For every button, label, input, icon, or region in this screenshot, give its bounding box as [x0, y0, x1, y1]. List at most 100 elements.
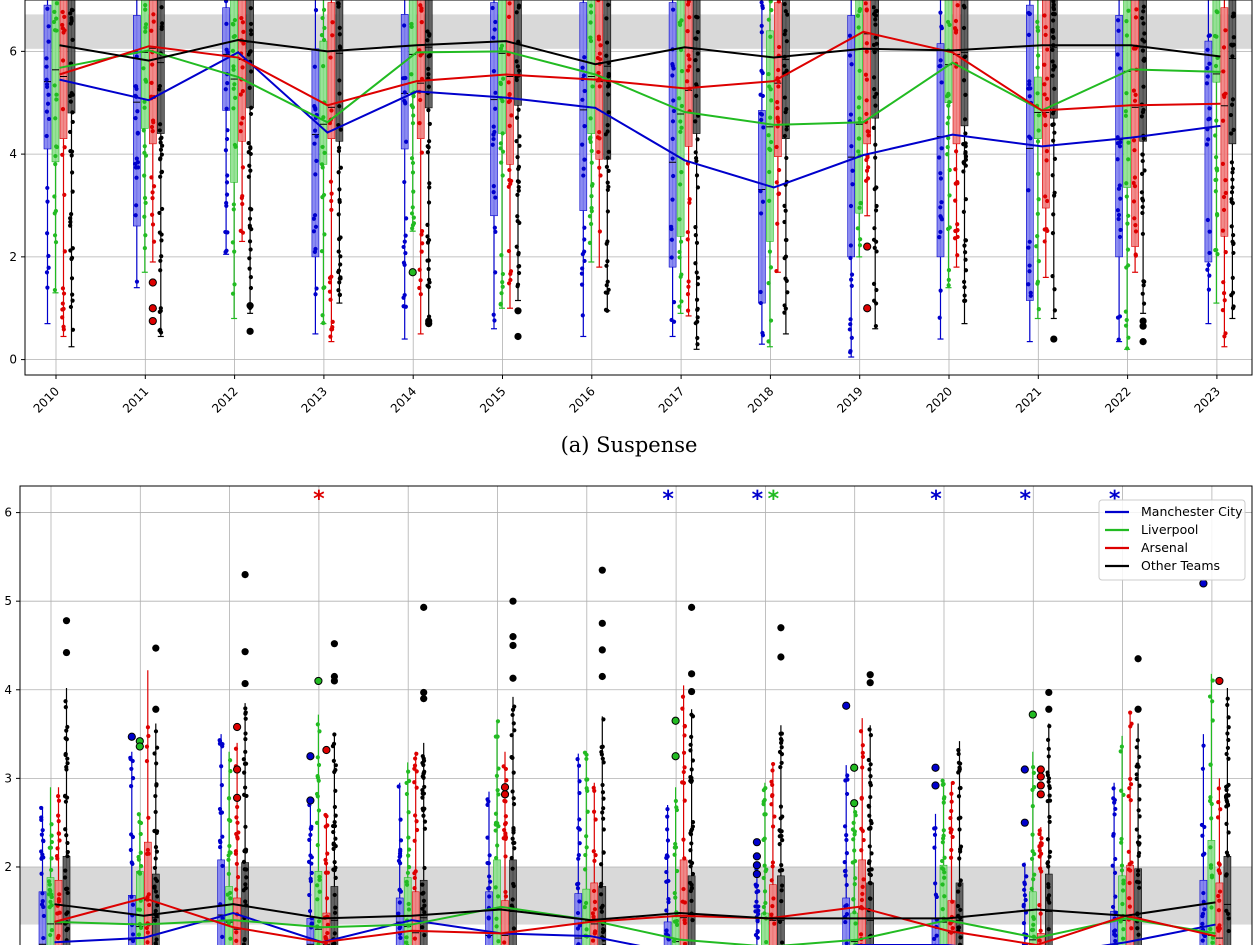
data-point	[1045, 895, 1051, 901]
data-point	[1116, 337, 1121, 342]
data-point	[493, 828, 498, 833]
data-point	[427, 185, 432, 190]
data-point	[871, 125, 876, 130]
data-point	[784, 106, 789, 112]
data-point	[953, 167, 958, 172]
outlier-point	[688, 603, 696, 611]
data-point	[1139, 171, 1145, 176]
data-point	[402, 179, 407, 185]
data-point	[1140, 198, 1146, 203]
data-point	[56, 819, 61, 824]
data-point	[149, 212, 155, 217]
data-point	[1042, 239, 1047, 244]
data-point	[1035, 91, 1040, 96]
data-point	[145, 940, 150, 945]
data-point	[669, 237, 674, 242]
data-point	[941, 833, 946, 838]
data-point	[1124, 194, 1129, 199]
data-point	[1229, 131, 1234, 136]
data-point	[587, 214, 593, 219]
data-point	[406, 901, 411, 907]
outlier-point	[1036, 790, 1045, 799]
data-point	[604, 164, 610, 169]
data-point	[694, 158, 699, 164]
suspense-caption: (a) Suspense	[561, 433, 698, 457]
box	[59, 0, 68, 139]
data-point	[248, 69, 254, 74]
data-point	[420, 788, 425, 793]
data-point	[153, 941, 158, 945]
data-point	[1208, 926, 1213, 932]
data-point	[425, 29, 430, 34]
data-point	[223, 87, 228, 92]
data-point	[956, 925, 961, 930]
data-point	[333, 836, 338, 841]
data-point	[1126, 794, 1131, 799]
data-point	[404, 216, 409, 221]
data-point	[844, 903, 849, 908]
data-point	[1225, 731, 1230, 736]
data-point	[239, 15, 244, 21]
data-point	[498, 141, 503, 146]
data-point	[1029, 886, 1034, 891]
data-point	[62, 192, 67, 198]
outlier-point	[598, 566, 606, 574]
data-point	[1045, 228, 1050, 234]
outlier-point	[314, 676, 323, 686]
data-point	[159, 169, 165, 174]
significance-star: *	[930, 487, 942, 512]
data-point	[769, 878, 774, 883]
data-point	[775, 105, 780, 111]
data-point	[65, 840, 70, 846]
data-point	[150, 129, 155, 134]
data-point	[404, 139, 409, 144]
data-point	[689, 712, 694, 717]
data-point	[758, 300, 763, 306]
data-point	[843, 873, 848, 878]
data-point	[417, 267, 422, 272]
data-point	[678, 129, 683, 134]
data-point	[410, 121, 416, 126]
data-point	[426, 200, 432, 205]
data-point	[576, 856, 581, 861]
data-point	[687, 15, 692, 20]
data-point	[398, 838, 404, 843]
data-point	[338, 262, 343, 267]
outlier-point	[1036, 772, 1045, 781]
data-point	[849, 335, 854, 340]
data-point	[226, 857, 231, 862]
data-point	[401, 260, 407, 265]
data-point	[231, 207, 236, 212]
data-point	[403, 304, 408, 309]
data-point	[666, 900, 671, 905]
data-point	[248, 21, 254, 27]
outlier-point	[598, 646, 606, 654]
data-point	[248, 111, 254, 117]
x-tick-label: 2010	[31, 384, 62, 415]
data-point	[244, 867, 249, 872]
data-point	[679, 299, 684, 304]
data-point	[1042, 62, 1047, 67]
significance-star: *	[1020, 487, 1032, 512]
data-point	[495, 821, 500, 826]
data-point	[677, 249, 682, 255]
data-point	[411, 215, 416, 220]
data-point	[848, 243, 853, 248]
data-point	[336, 170, 341, 175]
data-point	[848, 322, 853, 327]
data-point	[67, 129, 73, 135]
data-point	[842, 869, 848, 874]
data-point	[872, 11, 877, 17]
data-point	[1045, 198, 1050, 204]
data-point	[46, 92, 51, 97]
data-point	[509, 755, 514, 760]
data-point	[48, 932, 53, 938]
data-point	[307, 892, 312, 898]
data-point	[52, 211, 57, 216]
data-point	[664, 908, 669, 913]
x-tick-label: 2016	[566, 384, 597, 415]
data-point	[320, 144, 325, 150]
data-point	[664, 932, 669, 937]
data-point	[321, 320, 326, 326]
data-point	[678, 119, 683, 124]
